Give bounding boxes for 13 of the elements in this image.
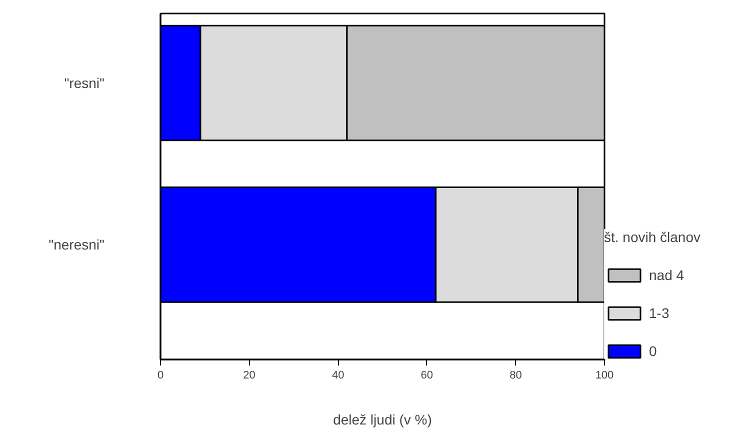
legend-label: 0 <box>649 343 658 359</box>
legend-label: nad 4 <box>649 267 684 283</box>
x-tick-label: 20 <box>243 370 256 382</box>
y-tick-label: "neresni" <box>48 236 105 253</box>
y-tick-label: "resni" <box>64 75 105 92</box>
x-tick-label: 100 <box>595 370 614 382</box>
x-tick-label: 0 <box>157 370 164 382</box>
legend-title: št. novih članov <box>604 229 700 245</box>
x-tick-label: 40 <box>332 370 344 382</box>
x-tick-label: 80 <box>510 370 522 382</box>
x-tick-label: 60 <box>420 370 434 382</box>
legend-label: 1-3 <box>649 305 670 321</box>
x-axis-title: delež ljudi (v %) <box>333 412 432 428</box>
